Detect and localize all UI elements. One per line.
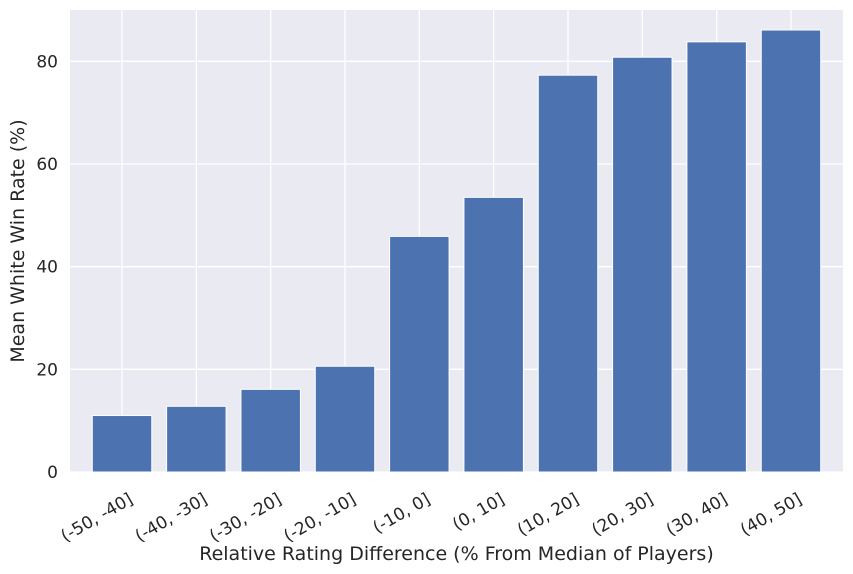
x-tick-label: (-50, -40] <box>58 489 137 546</box>
bar <box>389 235 450 473</box>
x-tick-label: (-30, -20] <box>206 489 285 546</box>
x-tick-label: (-10, 0] <box>370 489 434 538</box>
y-tick-label: 60 <box>36 155 58 175</box>
bar <box>314 365 376 473</box>
x-tick-label: (30, 40] <box>663 489 731 540</box>
bar <box>166 405 227 473</box>
x-tick-label: (40, 50] <box>737 489 805 540</box>
bars <box>91 29 822 473</box>
x-tick-label: (-40, -30] <box>132 489 211 546</box>
y-tick-label: 0 <box>47 463 58 483</box>
bar <box>91 415 153 473</box>
y-tick-label: 80 <box>36 52 58 72</box>
x-axis-label: Relative Rating Difference (% From Media… <box>199 543 714 565</box>
bar <box>760 29 822 473</box>
y-tick-label: 20 <box>36 360 58 380</box>
x-tick-label: (-20, -10] <box>281 489 360 546</box>
bar <box>537 74 599 473</box>
x-tick-label: (0, 10] <box>449 489 508 535</box>
bar <box>463 196 524 473</box>
x-axis-ticks: (-50, -40](-40, -30](-30, -20](-20, -10]… <box>58 489 806 546</box>
bar <box>240 388 301 473</box>
y-axis-ticks: 0 20 40 60 80 <box>36 52 58 483</box>
x-tick-label: (10, 20] <box>514 489 582 540</box>
bar <box>612 56 673 473</box>
x-tick-label: (20, 30] <box>588 489 656 540</box>
y-axis-label: Mean White Win Rate (%) <box>7 119 29 362</box>
y-tick-label: 40 <box>36 258 58 278</box>
bar <box>686 41 747 473</box>
